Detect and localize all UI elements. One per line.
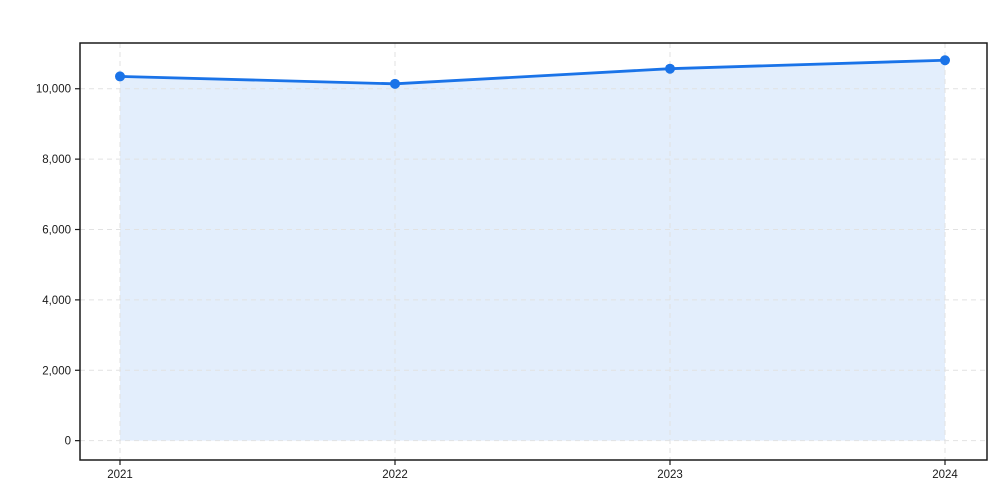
y-tick-label: 4,000 [42,295,71,307]
y-tick-label: 8,000 [42,154,71,166]
y-tick-label: 0 [65,436,71,448]
y-tick-label: 6,000 [42,225,71,237]
y-tick-label: 2,000 [42,365,71,377]
y-tick-label: 10,000 [36,84,71,96]
x-tick-label: 2024 [932,469,958,481]
series-line [118,58,947,86]
x-tick-label: 2023 [657,469,683,481]
data-point-marker [940,55,950,66]
x-tick-label: 2021 [107,469,133,481]
area-fill [120,60,945,441]
axis-ticks: 0 2,000 4,000 6,000 8,000 10,000 2021 2022 2023 2… [36,84,959,481]
plot-border [79,42,988,461]
data-point-marker [390,78,400,89]
data-point-marker [665,63,675,74]
data-point-marker [115,71,125,82]
gridlines [80,43,987,460]
x-tick-label: 2022 [382,469,408,481]
